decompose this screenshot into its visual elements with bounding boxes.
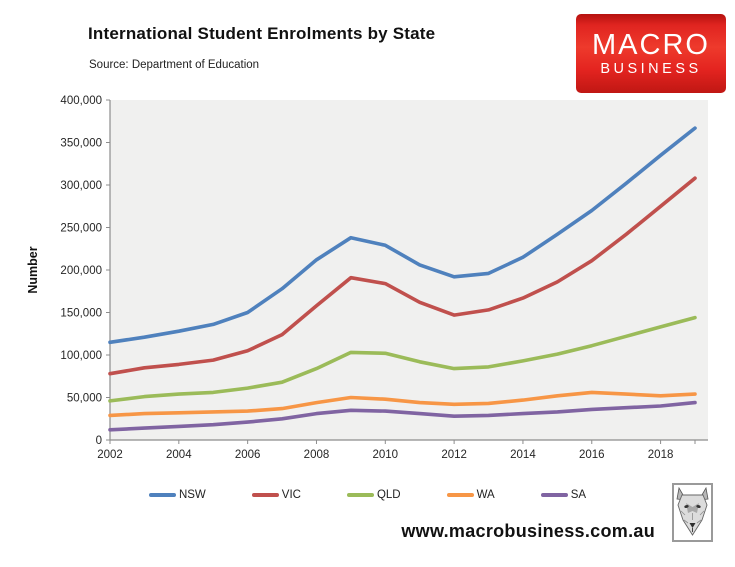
legend-item-sa: SA xyxy=(540,489,587,501)
y-tick-label: 400,000 xyxy=(60,95,102,107)
series-line-qld xyxy=(108,315,697,403)
legend-swatch-qld xyxy=(346,492,374,498)
line-chart: 0 50,000 100,000 150,000 200,000 250,000 300,0… xyxy=(60,95,708,461)
y-tick-label: 350,000 xyxy=(60,138,102,150)
y-tick-label: 100,000 xyxy=(60,350,102,362)
y-tick-label: 200,000 xyxy=(60,265,102,277)
legend-label: NSW xyxy=(178,489,206,501)
x-tick-label: 2016 xyxy=(579,449,605,461)
x-tick-label: 2008 xyxy=(304,449,330,461)
legend-swatch-vic xyxy=(251,492,279,498)
y-tick-label: 0 xyxy=(96,435,102,447)
logo-line1: MACRO xyxy=(592,28,710,61)
macrobusiness-logo: MACRO BUSINESS xyxy=(576,14,726,93)
wolf-logo xyxy=(672,483,713,542)
legend-label: QLD xyxy=(376,489,401,501)
series-line-nsw xyxy=(108,126,697,345)
y-tick-label: 150,000 xyxy=(60,308,102,320)
y-tick-label: 300,000 xyxy=(60,180,102,192)
wolf-icon xyxy=(676,487,709,536)
logo-line2: BUSINESS xyxy=(600,60,702,77)
x-tick-label: 2004 xyxy=(166,449,192,461)
series-line-vic xyxy=(108,176,697,376)
series-line-sa xyxy=(108,400,697,432)
series-line-wa xyxy=(108,390,697,418)
x-tick-label: 2002 xyxy=(97,449,123,461)
y-tick-label: 50,000 xyxy=(67,393,102,405)
plot-area xyxy=(110,100,708,440)
legend-item-nsw: NSW xyxy=(148,489,206,501)
x-tick-label: 2012 xyxy=(441,449,467,461)
x-tick-label: 2018 xyxy=(648,449,674,461)
footer-url: www.macrobusiness.com.au xyxy=(401,521,655,541)
legend-swatch-nsw xyxy=(148,492,176,498)
x-tick-label: 2014 xyxy=(510,449,536,461)
legend-label: WA xyxy=(476,489,495,501)
legend-item-vic: VIC xyxy=(251,489,301,501)
legend-item-wa: WA xyxy=(446,489,495,501)
legend-swatch-sa xyxy=(540,492,568,498)
x-tick-label: 2006 xyxy=(235,449,261,461)
chart-source: Source: Department of Education xyxy=(89,59,260,71)
chart-title: International Student Enrolments by Stat… xyxy=(88,24,436,43)
legend-label: SA xyxy=(570,489,587,501)
legend-item-qld: QLD xyxy=(346,489,401,501)
chart-legend: NSW VIC QLD WA SA xyxy=(0,489,735,501)
legend-swatch-wa xyxy=(446,492,474,498)
legend-label: VIC xyxy=(281,489,301,501)
x-tick-label: 2010 xyxy=(372,449,398,461)
y-tick-label: 250,000 xyxy=(60,223,102,235)
